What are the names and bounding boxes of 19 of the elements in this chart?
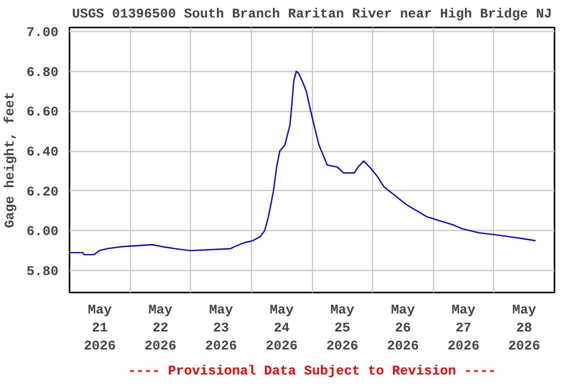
y-tick-label: 6.80 [26,66,59,81]
line-series [70,70,536,256]
x-tick-label: May 24 2026 [266,304,298,354]
x-tick-label: May 26 2026 [386,304,419,354]
y-tick-label: 6.40 [26,146,59,161]
text: ---- Provisional Data Subject to Revision ---- [128,364,496,380]
y-tick-label: 5.80 [26,265,59,280]
y-tick-label: 7.00 [26,26,59,41]
y-tick-label: 6.20 [26,185,59,200]
x-tick-label: May 22 2026 [144,304,176,354]
x-tick-label: May 23 2026 [205,304,238,354]
chart-title: USGS 01396500 South Branch Raritan River near High Bridge NJ [72,8,552,22]
x-tick-label: May 21 2026 [84,304,116,354]
y-tick-label: 6.60 [26,106,59,121]
x-tick-label: May 28 2026 [508,304,540,354]
x-tick-label: May 27 2026 [448,304,480,354]
y-tick-label: 6.00 [26,225,59,240]
x-tick-label: May 25 2026 [326,304,358,354]
y-axis-title: Gage height, feet [4,92,19,228]
